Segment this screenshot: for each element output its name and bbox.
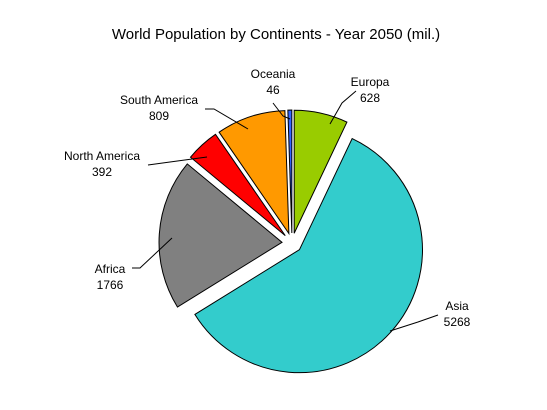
leader-line-africa (132, 237, 173, 269)
value-label-south-america: 809 (149, 109, 169, 123)
leader-lines (132, 90, 439, 332)
label-north-america: North America (64, 149, 140, 163)
pie-slices (158, 109, 423, 374)
leader-line-asia (389, 314, 439, 332)
leader-line-europa (329, 90, 357, 125)
leader-line-south-america (205, 108, 249, 130)
slice-labels: Europa 628 Asia 5268 Africa 1766 North America… (64, 67, 471, 329)
label-asia: Asia (445, 299, 469, 313)
chart-title: World Population by Continents - Year 20… (112, 26, 440, 43)
slice-asia (194, 137, 423, 374)
slice-north-america (189, 133, 286, 237)
leader-line-north-america (147, 156, 208, 166)
slice-oceania (287, 109, 293, 234)
slice-south-america (218, 110, 290, 236)
label-africa: Africa (95, 262, 126, 276)
label-oceania: Oceania (251, 67, 296, 81)
value-label-oceania: 46 (266, 83, 280, 97)
value-label-asia: 5268 (444, 315, 471, 329)
slice-africa (158, 163, 283, 308)
value-label-africa: 1766 (97, 278, 124, 292)
label-europa: Europa (351, 75, 390, 89)
slice-europa (293, 109, 348, 234)
value-label-north-america: 392 (92, 165, 112, 179)
leader-line-oceania (272, 102, 291, 120)
value-label-europa: 628 (360, 91, 380, 105)
label-south-america: South America (120, 93, 198, 107)
